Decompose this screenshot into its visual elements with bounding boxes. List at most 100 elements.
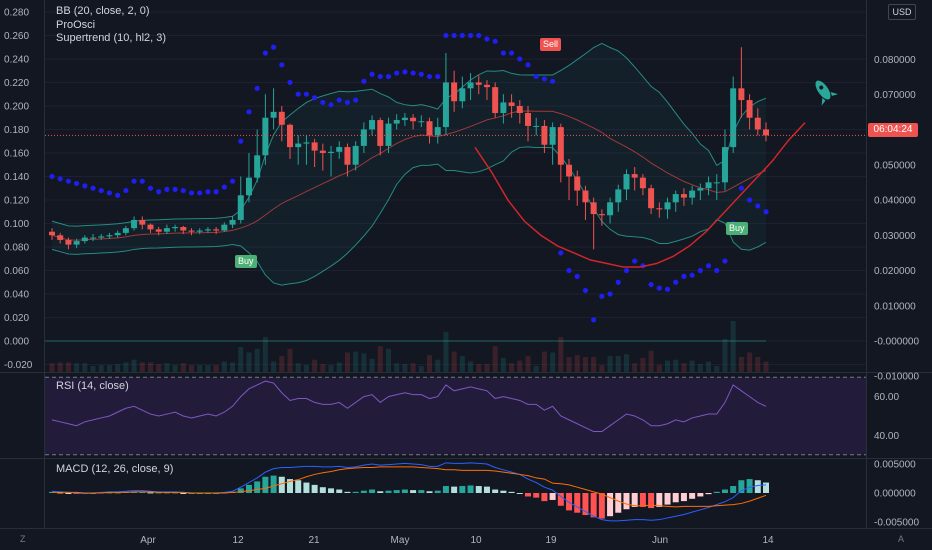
volume-bar [747,353,752,373]
volume-bar [378,346,383,372]
volume-bar [238,347,243,372]
supertrend-dot [189,190,194,195]
macd-pane-legend[interactable]: MACD (12, 26, close, 9) [56,463,173,475]
macd-axis-tick: -0.005000 [874,518,919,529]
volume-bar [714,366,719,372]
supertrend-dot [214,189,219,194]
macd-histogram-bar [509,492,515,493]
left-axis-tick: 0.180 [4,125,29,136]
volume-bar [575,355,580,372]
volume-bar [271,362,276,373]
macd-histogram-bar [476,486,482,493]
axis-corner-left[interactable]: Z [20,534,26,544]
volume-bar [591,357,596,372]
candle-body [90,238,96,239]
volume-bar [181,363,186,372]
candle-body [747,100,753,118]
supertrend-dot [287,80,292,85]
macd-histogram-bar [336,490,342,493]
candle-body [336,147,342,152]
macd-axis-tick: 0.000000 [874,489,916,500]
volume-bar [493,346,498,372]
rsi-axis-tick: 60.00 [874,392,899,403]
volume-bar [337,362,342,372]
candle-body [180,227,186,231]
right-axis-tick: 0.070000 [874,90,916,101]
supertrend-dot [49,174,54,179]
supertrend-dot [493,39,498,44]
candle-body [106,235,112,236]
supertrend-dot [419,72,424,77]
volume-bar [173,365,178,372]
supertrend-dot [205,189,210,194]
candle-body [443,82,449,127]
candle-body [238,195,244,220]
candle-body [500,102,506,113]
legend-proosci[interactable]: ProOsci [56,19,166,33]
macd-histogram-bar [640,493,646,507]
candle-body [427,121,433,135]
volume-bar [624,354,629,372]
macd-histogram-bar [673,493,679,502]
time-axis-tick: Jun [652,535,668,546]
currency-label[interactable]: USD [888,4,916,20]
candle-body [213,229,219,230]
supertrend-dot [411,70,416,75]
left-axis-tick: 0.260 [4,31,29,42]
volume-bar [690,361,695,372]
candle-body [558,127,564,165]
candle-body [312,142,318,150]
volume-bar [115,364,120,372]
candle-body [418,121,424,122]
main-pane-legend[interactable]: BB (20, close, 2, 0) ProOsci Supertrend … [56,5,166,46]
macd-histogram-bar [418,490,424,493]
supertrend-dot [566,268,571,273]
volume-bar [329,365,334,372]
volume-bar [189,365,194,372]
volume-bar [673,360,678,372]
time-axis-tick: 21 [308,535,320,546]
supertrend-dot [632,258,637,263]
supertrend-dot [148,186,153,191]
left-axis-tick: 0.200 [4,101,29,112]
legend-supertrend[interactable]: Supertrend (10, hl2, 3) [56,32,166,46]
candle-body [156,229,162,231]
macd-histogram-bar [541,493,547,501]
left-axis-tick: -0.020 [4,360,33,371]
volume-bar [649,351,654,372]
volume-bar [550,353,555,373]
supertrend-dot [698,268,703,273]
rsi-pane-legend[interactable]: RSI (14, close) [56,380,129,392]
supertrend-dot [747,197,752,202]
candle-body [533,126,539,127]
volume-bar [66,362,71,372]
volume-bar [156,364,161,372]
volume-bar [583,357,588,372]
macd-histogram-bar [246,485,252,493]
macd-axis-tick: 0.005000 [874,460,916,471]
supertrend-dot [304,92,309,97]
time-axis-tick: Apr [140,535,156,546]
candle-body [287,125,293,147]
macd-histogram-bar [459,486,465,493]
supertrend-dot [246,109,251,114]
macd-histogram-bar [180,493,186,494]
supertrend-dot [337,97,342,102]
supertrend-dot [550,79,555,84]
supertrend-dot [238,139,243,144]
axis-corner-right[interactable]: A [898,534,904,544]
buy-signal-label: Buy [235,255,257,268]
volume-bar [50,363,55,372]
macd-histogram-bar [320,487,326,493]
macd-histogram-bar [525,493,531,496]
macd-histogram-bar [147,492,153,493]
supertrend-dot [616,280,621,285]
volume-bar [58,362,63,372]
macd-histogram-bar [681,493,687,501]
candle-body [492,87,498,113]
right-axis-tick: 0.040000 [874,196,916,207]
volume-bar [558,337,563,372]
legend-bb[interactable]: BB (20, close, 2, 0) [56,5,166,19]
macd-histogram-bar [500,491,506,493]
